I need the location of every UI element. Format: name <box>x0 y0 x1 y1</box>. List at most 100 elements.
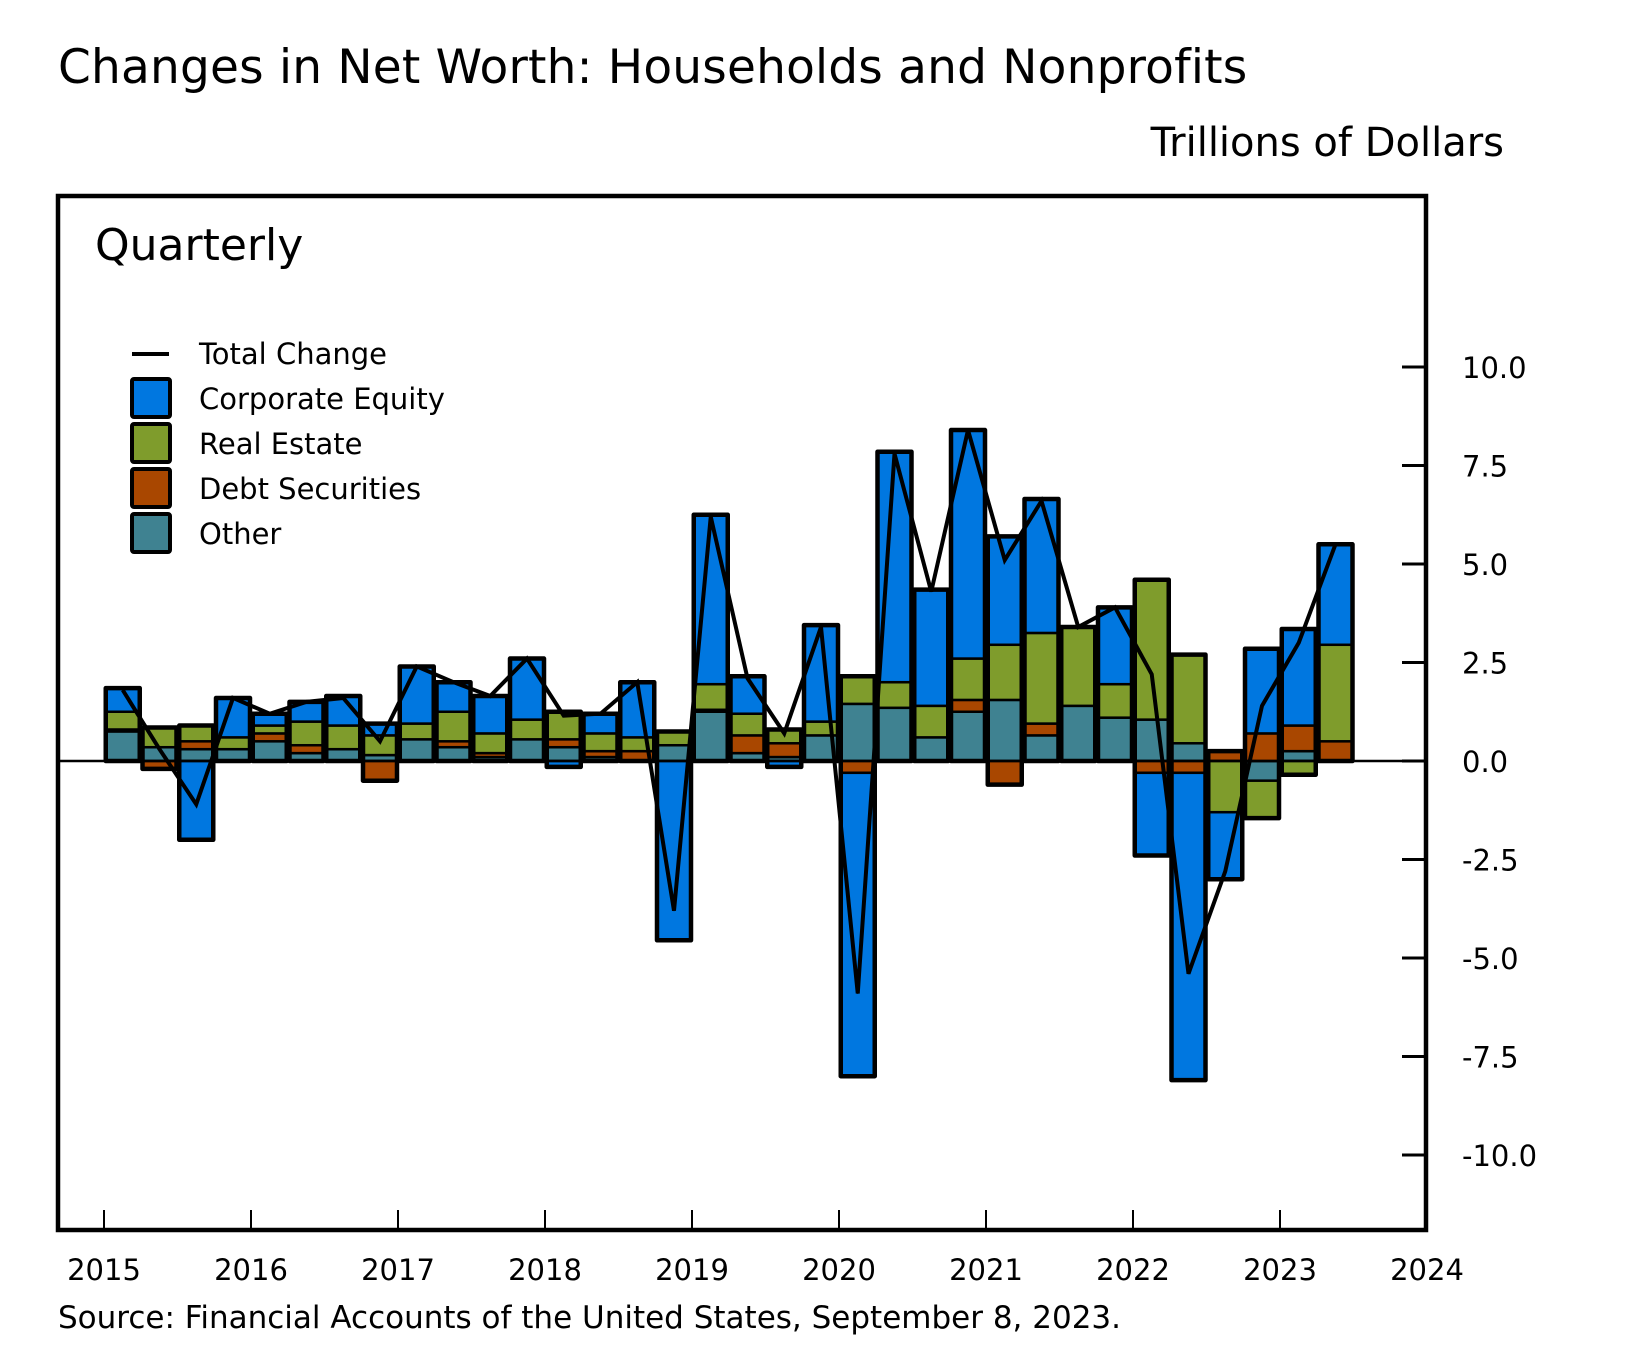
total-change-point <box>600 713 601 715</box>
bar-outline <box>985 534 1024 787</box>
bar-outline <box>140 725 179 772</box>
total-change-point <box>122 689 124 691</box>
bar-segment-real-estate <box>913 704 950 739</box>
bar-segment-real-estate <box>325 724 362 751</box>
legend-item-debt-securities: Debt Securities <box>130 467 421 509</box>
bar-segment-debt-securities <box>1170 759 1207 775</box>
y-tick-label: -7.5 <box>1462 1041 1519 1075</box>
bar-segment-real-estate <box>472 732 509 755</box>
legend-item-corporate-equity: Corporate Equity <box>130 377 445 419</box>
bar-segment-corporate-equity <box>986 535 1023 647</box>
total-change-point <box>232 697 234 699</box>
total-change-point <box>379 740 381 742</box>
bar-segment-real-estate <box>692 682 729 712</box>
bar-segment-corporate-equity <box>949 428 987 660</box>
bar-outline <box>177 723 216 843</box>
bar-segment-corporate-equity <box>913 588 950 708</box>
bar-outline <box>838 674 877 1079</box>
total-change-point <box>342 697 344 699</box>
bar-segment-real-estate <box>508 718 546 741</box>
x-tick-label: 2023 <box>1243 1253 1317 1287</box>
total-change-point <box>1041 500 1042 502</box>
bar-segment-debt-securities <box>766 742 803 759</box>
bar-outline <box>1279 626 1318 778</box>
total-change-point <box>820 626 822 628</box>
legend-item-total-change: Total Change <box>132 337 387 371</box>
bar-segment-debt-securities <box>361 759 399 782</box>
total-change-point <box>526 658 528 660</box>
legend-label: Corporate Equity <box>199 382 445 416</box>
y-axis: 10.0 7.5 5.0 2.5 0.0 -2.5 -5.0 -7.5 -10.0 <box>1402 351 1537 1173</box>
x-tick-label: 2019 <box>655 1253 729 1287</box>
y-tick-label: 2.5 <box>1462 647 1508 681</box>
total-change-point <box>857 992 859 994</box>
legend-label: Real Estate <box>199 427 363 461</box>
bar-segment-real-estate <box>839 675 876 706</box>
bar-segment-other <box>692 710 729 763</box>
bar-outline <box>1206 748 1245 882</box>
total-change-point <box>1188 973 1189 975</box>
bar-segment-corporate-equity <box>1170 771 1207 1082</box>
total-change-point <box>930 591 932 593</box>
legend-swatch-icon <box>130 422 172 464</box>
bar-segment-debt-securities <box>1023 722 1060 737</box>
x-tick-label: 2017 <box>361 1253 435 1287</box>
x-tick-label: 2015 <box>67 1253 141 1287</box>
legend: Total Change Corporate Equity Real Estate D… <box>130 337 445 554</box>
bar-segment-other <box>913 736 950 763</box>
bar-segment-other <box>508 738 546 763</box>
total-change-point <box>1224 870 1226 872</box>
chart-title: Changes in Net Worth: Households and Non… <box>58 40 1248 95</box>
x-tick-label: 2024 <box>1390 1253 1464 1287</box>
y-tick-label: -2.5 <box>1462 844 1519 878</box>
bar-outline <box>654 729 694 943</box>
bar-segment-other <box>1280 749 1317 763</box>
bar-segment-corporate-equity <box>472 694 509 735</box>
bar-segment-other <box>1023 734 1060 763</box>
bar-segment-corporate-equity <box>1243 647 1281 735</box>
x-tick-label: 2022 <box>1096 1253 1170 1287</box>
y-tick-label: 0.0 <box>1462 745 1508 779</box>
total-change-point <box>636 681 638 683</box>
legend-label: Debt Securities <box>199 472 421 506</box>
total-change-point <box>1114 606 1116 608</box>
total-change-point <box>1151 673 1153 675</box>
panel-label-quarterly: Quarterly <box>95 220 303 271</box>
total-change-point <box>489 695 491 697</box>
bars-layer <box>103 427 1355 1083</box>
y-tick-label: -5.0 <box>1462 942 1519 976</box>
legend-swatch-icon <box>130 512 172 554</box>
bar-segment-real-estate <box>1060 625 1097 708</box>
bar-segment-real-estate <box>1096 682 1134 719</box>
bar-segment-corporate-equity <box>1317 543 1354 647</box>
total-change-point <box>1298 642 1300 644</box>
x-tick-label: 2021 <box>949 1253 1023 1287</box>
total-change-point <box>710 516 712 518</box>
bar-segment-real-estate <box>729 712 766 737</box>
bar-segment-real-estate <box>1023 631 1060 725</box>
total-change-point <box>269 713 271 715</box>
source-note: Source: Financial Accounts of the United… <box>58 1300 1122 1336</box>
bar-segment-real-estate <box>1170 653 1207 745</box>
total-change-point <box>1004 559 1006 561</box>
bar-segment-other <box>1170 742 1207 763</box>
bar-segment-real-estate <box>1207 759 1244 814</box>
bar-outline <box>1242 646 1282 821</box>
total-change-layer <box>121 429 1338 994</box>
x-tick-label: 2016 <box>214 1253 288 1287</box>
legend-swatch-icon <box>130 467 172 509</box>
bar-segment-debt-securities <box>1317 740 1354 763</box>
bar-segment-debt-securities <box>1280 724 1317 753</box>
y-tick-label: 5.0 <box>1462 548 1508 582</box>
total-change-point <box>159 748 160 750</box>
bar-segment-real-estate <box>288 720 325 747</box>
total-change-point <box>967 429 969 431</box>
legend-item-other: Other <box>130 512 281 554</box>
bar-segment-other <box>398 738 435 763</box>
bar-segment-corporate-equity <box>1096 606 1134 686</box>
legend-swatch-icon <box>130 377 172 419</box>
bar-segment-other <box>986 698 1023 763</box>
total-change-point <box>1261 705 1263 707</box>
total-change-point <box>747 677 748 679</box>
